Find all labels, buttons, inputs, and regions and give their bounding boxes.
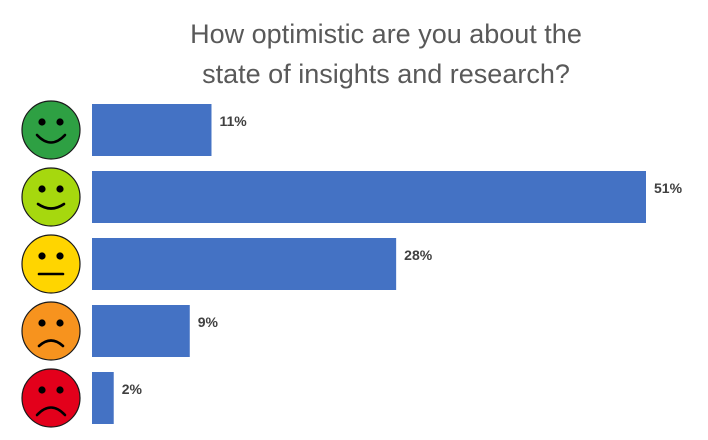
bar-very-sad-face [92,372,114,424]
chart-title-line-1: How optimistic are you about the [190,19,582,49]
data-label-very-happy-face: 11% [219,113,247,129]
bar-happy-face [92,171,646,223]
chart-title: How optimistic are you about the state o… [0,14,708,94]
very-sad-face-icon [21,368,81,428]
bar-neutral-face [92,238,397,290]
data-label-neutral-face: 28% [404,247,433,263]
bar-very-happy-face [92,104,212,156]
happy-face-icon [21,167,81,227]
sad-face-icon [21,301,81,361]
bar-sad-face [92,305,190,357]
data-label-happy-face: 51% [654,180,683,196]
chart-title-line-2: state of insights and research? [202,59,570,89]
data-label-very-sad-face: 2% [122,381,143,397]
very-happy-face-icon [21,100,81,160]
data-label-sad-face: 9% [198,314,219,330]
neutral-face-icon [21,234,81,294]
